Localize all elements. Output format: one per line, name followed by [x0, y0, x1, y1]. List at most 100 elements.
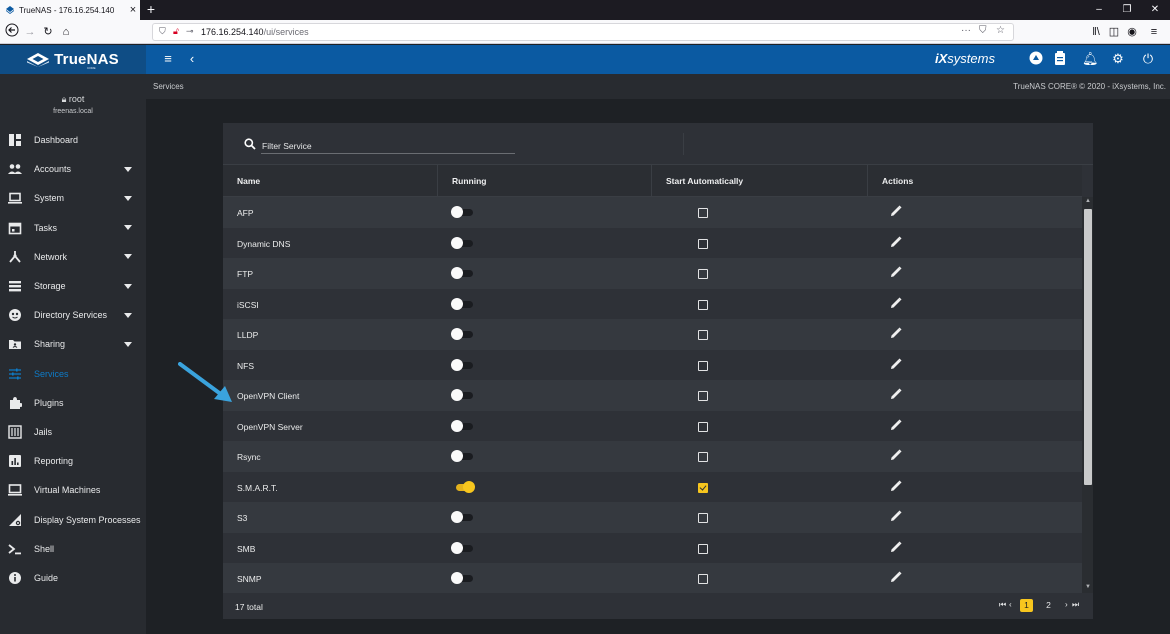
sidebar-item-virtual-machines[interactable]: Virtual Machines — [0, 479, 146, 501]
start-automatically-checkbox[interactable] — [698, 330, 708, 340]
scroll-down-arrow-icon[interactable]: ▼ — [1085, 584, 1091, 590]
chevron-down-icon[interactable] — [124, 341, 132, 347]
edit-pencil-icon[interactable] — [890, 510, 902, 522]
sidebar-item-tasks[interactable]: Tasks — [0, 217, 146, 239]
menu-icon[interactable]: ≡ — [1150, 26, 1158, 38]
sidebar-item-guide[interactable]: Guide — [0, 567, 146, 589]
new-tab-button[interactable]: + — [146, 1, 156, 17]
url-bar[interactable]: ⛉ 🔓︎ ⊸ 176.16.254.140/ui/services ··· ⛉ … — [152, 23, 1014, 41]
page-actions-icon[interactable]: ··· — [961, 25, 971, 36]
start-automatically-checkbox[interactable] — [698, 574, 708, 584]
running-toggle[interactable] — [451, 541, 475, 554]
sidebar-item-sharing[interactable]: Sharing — [0, 333, 146, 355]
start-automatically-checkbox[interactable] — [698, 299, 708, 310]
start-automatically-checkbox[interactable] — [698, 421, 708, 432]
restore-icon[interactable]: ❐ — [1122, 4, 1132, 15]
sidebar-item-services[interactable]: Services — [0, 363, 146, 385]
column-header-name[interactable]: Name — [223, 165, 438, 197]
column-header-running[interactable]: Running — [438, 165, 652, 197]
sidebar-item-storage[interactable]: Storage — [0, 275, 146, 297]
edit-pencil-icon[interactable] — [890, 449, 902, 461]
breadcrumb[interactable]: Services — [153, 82, 184, 91]
notifications-bell-icon[interactable]: 🔔︎ — [1082, 51, 1099, 66]
start-automatically-checkbox[interactable] — [698, 543, 708, 554]
chevron-down-icon[interactable] — [124, 195, 132, 201]
sidebar-item-shell[interactable]: Shell — [0, 538, 146, 560]
start-automatically-checkbox[interactable] — [698, 391, 708, 401]
pocket-icon[interactable]: ⛉ — [979, 25, 987, 36]
library-icon[interactable]: ‖\ — [1092, 26, 1100, 38]
page-2-button[interactable]: 2 — [1046, 600, 1051, 610]
scrollbar-thumb[interactable] — [1084, 209, 1092, 485]
prev-page-icon[interactable]: ‹ — [1009, 600, 1012, 609]
column-header-start-automatically[interactable]: Start Automatically — [652, 165, 868, 197]
page-1-button[interactable]: 1 — [1020, 599, 1033, 612]
key-icon[interactable]: ⊸ — [186, 26, 194, 36]
running-toggle[interactable] — [451, 267, 475, 279]
hamburger-menu-icon[interactable]: ≡ — [164, 51, 172, 66]
start-automatically-checkbox[interactable] — [698, 269, 708, 279]
sidebar-item-dashboard[interactable]: Dashboard — [0, 129, 146, 151]
running-toggle[interactable] — [451, 572, 475, 584]
forward-button[interactable]: → — [24, 26, 36, 38]
last-page-icon[interactable]: ⏭ — [1072, 600, 1080, 609]
start-automatically-checkbox[interactable] — [698, 452, 708, 462]
edit-pencil-icon[interactable] — [890, 418, 902, 431]
edit-pencil-icon[interactable] — [890, 235, 902, 248]
filter-service-input[interactable] — [261, 138, 515, 154]
power-icon[interactable]: ⏻ — [1142, 51, 1154, 66]
edit-pencil-icon[interactable] — [890, 357, 902, 370]
running-toggle[interactable] — [451, 236, 475, 249]
insecure-lock-icon[interactable]: 🔓︎ — [173, 26, 179, 36]
column-header-actions[interactable]: Actions — [882, 176, 914, 186]
brand-logo[interactable]: TrueNAS CORE — [0, 45, 146, 74]
running-toggle[interactable] — [451, 328, 475, 340]
first-page-icon[interactable]: ⏮ — [999, 600, 1007, 609]
account-icon[interactable]: ◉ — [1127, 26, 1137, 38]
back-button[interactable] — [4, 23, 20, 41]
minimize-icon[interactable]: – — [1096, 4, 1102, 15]
chevron-down-icon[interactable] — [124, 283, 132, 289]
edit-pencil-icon[interactable] — [890, 540, 902, 553]
start-automatically-checkbox[interactable] — [698, 513, 708, 523]
sidebar-item-accounts[interactable]: Accounts — [0, 158, 146, 180]
start-automatically-checkbox[interactable] — [698, 208, 708, 218]
chevron-down-icon[interactable] — [124, 312, 132, 318]
bookmark-star-icon[interactable]: ☆ — [996, 25, 1005, 36]
sidebar-item-system[interactable]: System — [0, 187, 146, 209]
edit-pencil-icon[interactable] — [890, 296, 902, 309]
sidebar-item-reporting[interactable]: Reporting — [0, 450, 146, 472]
edit-pencil-icon[interactable] — [890, 388, 902, 400]
chevron-down-icon[interactable] — [124, 254, 132, 260]
edit-pencil-icon[interactable] — [890, 479, 902, 492]
edit-pencil-icon[interactable] — [890, 571, 902, 583]
sidebar-item-plugins[interactable]: Plugins — [0, 392, 146, 414]
browser-tab[interactable]: TrueNAS - 176.16.254.140 × — [0, 0, 140, 20]
running-toggle[interactable] — [451, 450, 475, 462]
table-scrollbar[interactable]: ▲ ▼ — [1082, 197, 1093, 593]
shield-icon[interactable]: ⛉ — [159, 26, 166, 36]
task-manager-icon[interactable] — [1052, 51, 1068, 67]
close-tab-icon[interactable]: × — [129, 4, 137, 16]
next-page-icon[interactable]: › — [1065, 600, 1068, 609]
sidebar-item-display-system-processes[interactable]: Display System Processes — [0, 509, 146, 531]
sidebar-toggle-icon[interactable]: ◫ — [1108, 26, 1120, 38]
start-automatically-checkbox[interactable] — [698, 482, 708, 493]
running-toggle[interactable] — [451, 511, 475, 523]
running-toggle[interactable] — [451, 358, 475, 371]
start-automatically-checkbox[interactable] — [698, 360, 708, 371]
chevron-down-icon[interactable] — [124, 225, 132, 231]
scroll-up-arrow-icon[interactable]: ▲ — [1085, 198, 1091, 204]
running-toggle[interactable] — [451, 419, 475, 432]
settings-gear-icon[interactable]: ⚙︎ — [1112, 51, 1124, 66]
truecommand-icon[interactable] — [1028, 51, 1044, 67]
edit-pencil-icon[interactable] — [890, 205, 902, 217]
running-toggle[interactable] — [451, 206, 475, 218]
start-automatically-checkbox[interactable] — [698, 238, 708, 249]
sidebar-item-jails[interactable]: Jails — [0, 421, 146, 443]
close-window-icon[interactable]: ✕ — [1150, 4, 1160, 15]
home-button[interactable]: ⌂ — [62, 26, 70, 38]
collapse-chevron-icon[interactable]: ‹ — [189, 51, 195, 66]
sidebar-item-directory-services[interactable]: Directory Services — [0, 304, 146, 326]
running-toggle[interactable] — [451, 480, 475, 493]
